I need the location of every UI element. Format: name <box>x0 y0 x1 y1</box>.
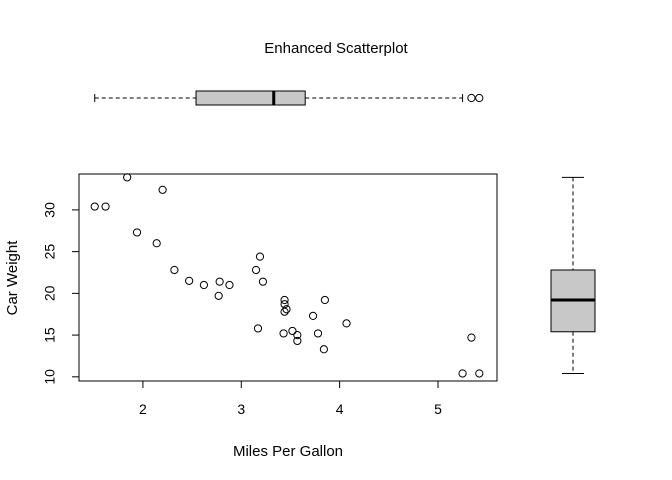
scatter-point <box>343 320 350 327</box>
scatter-point <box>200 281 207 288</box>
chart-title: Enhanced Scatterplot <box>264 40 408 57</box>
scatter-point <box>133 229 140 236</box>
y-tick-label: 30 <box>42 202 58 218</box>
scatter-point <box>320 346 327 353</box>
scatter-point <box>186 277 193 284</box>
scatter-point <box>321 296 328 303</box>
scatter-point <box>259 278 266 285</box>
scatter-point <box>314 330 321 337</box>
scatter-point <box>254 325 261 332</box>
y-axis-label: Car Weight <box>4 240 21 316</box>
box-iqr <box>196 91 305 105</box>
weight-boxplot <box>551 177 595 373</box>
scatter-point <box>159 186 166 193</box>
x-tick-label: 4 <box>336 401 344 417</box>
scatter-point <box>91 203 98 210</box>
scatter-point <box>256 253 263 260</box>
y-tick-label: 20 <box>42 285 58 301</box>
y-tick-label: 10 <box>42 369 58 385</box>
scatter-point <box>468 334 475 341</box>
scatter-point <box>309 312 316 319</box>
scatter-point <box>459 370 466 377</box>
plot-area-frame <box>79 174 497 381</box>
scatter-points <box>91 174 483 377</box>
x-tick-label: 2 <box>139 401 147 417</box>
scatter-point <box>215 292 222 299</box>
scatter-point <box>153 240 160 247</box>
scatter-point <box>171 266 178 273</box>
x-axis-label: Miles Per Gallon <box>233 443 343 460</box>
x-tick-label: 3 <box>237 401 245 417</box>
scatter-point <box>226 281 233 288</box>
scatter-point <box>280 330 287 337</box>
y-tick-label: 15 <box>42 327 58 343</box>
x-axis: 2 3 4 5 <box>139 381 442 417</box>
mpg-boxplot <box>95 91 483 105</box>
outlier-point <box>468 94 475 101</box>
y-axis: 10 15 20 25 30 <box>42 202 79 385</box>
scatter-point <box>289 327 296 334</box>
scatter-point <box>102 203 109 210</box>
scatter-point <box>216 278 223 285</box>
y-tick-label: 25 <box>42 244 58 260</box>
scatter-point <box>124 174 131 181</box>
scatter-point <box>252 266 259 273</box>
scatter-point <box>281 296 288 303</box>
scatter-point <box>476 370 483 377</box>
outlier-point <box>476 94 483 101</box>
x-tick-label: 5 <box>434 401 442 417</box>
